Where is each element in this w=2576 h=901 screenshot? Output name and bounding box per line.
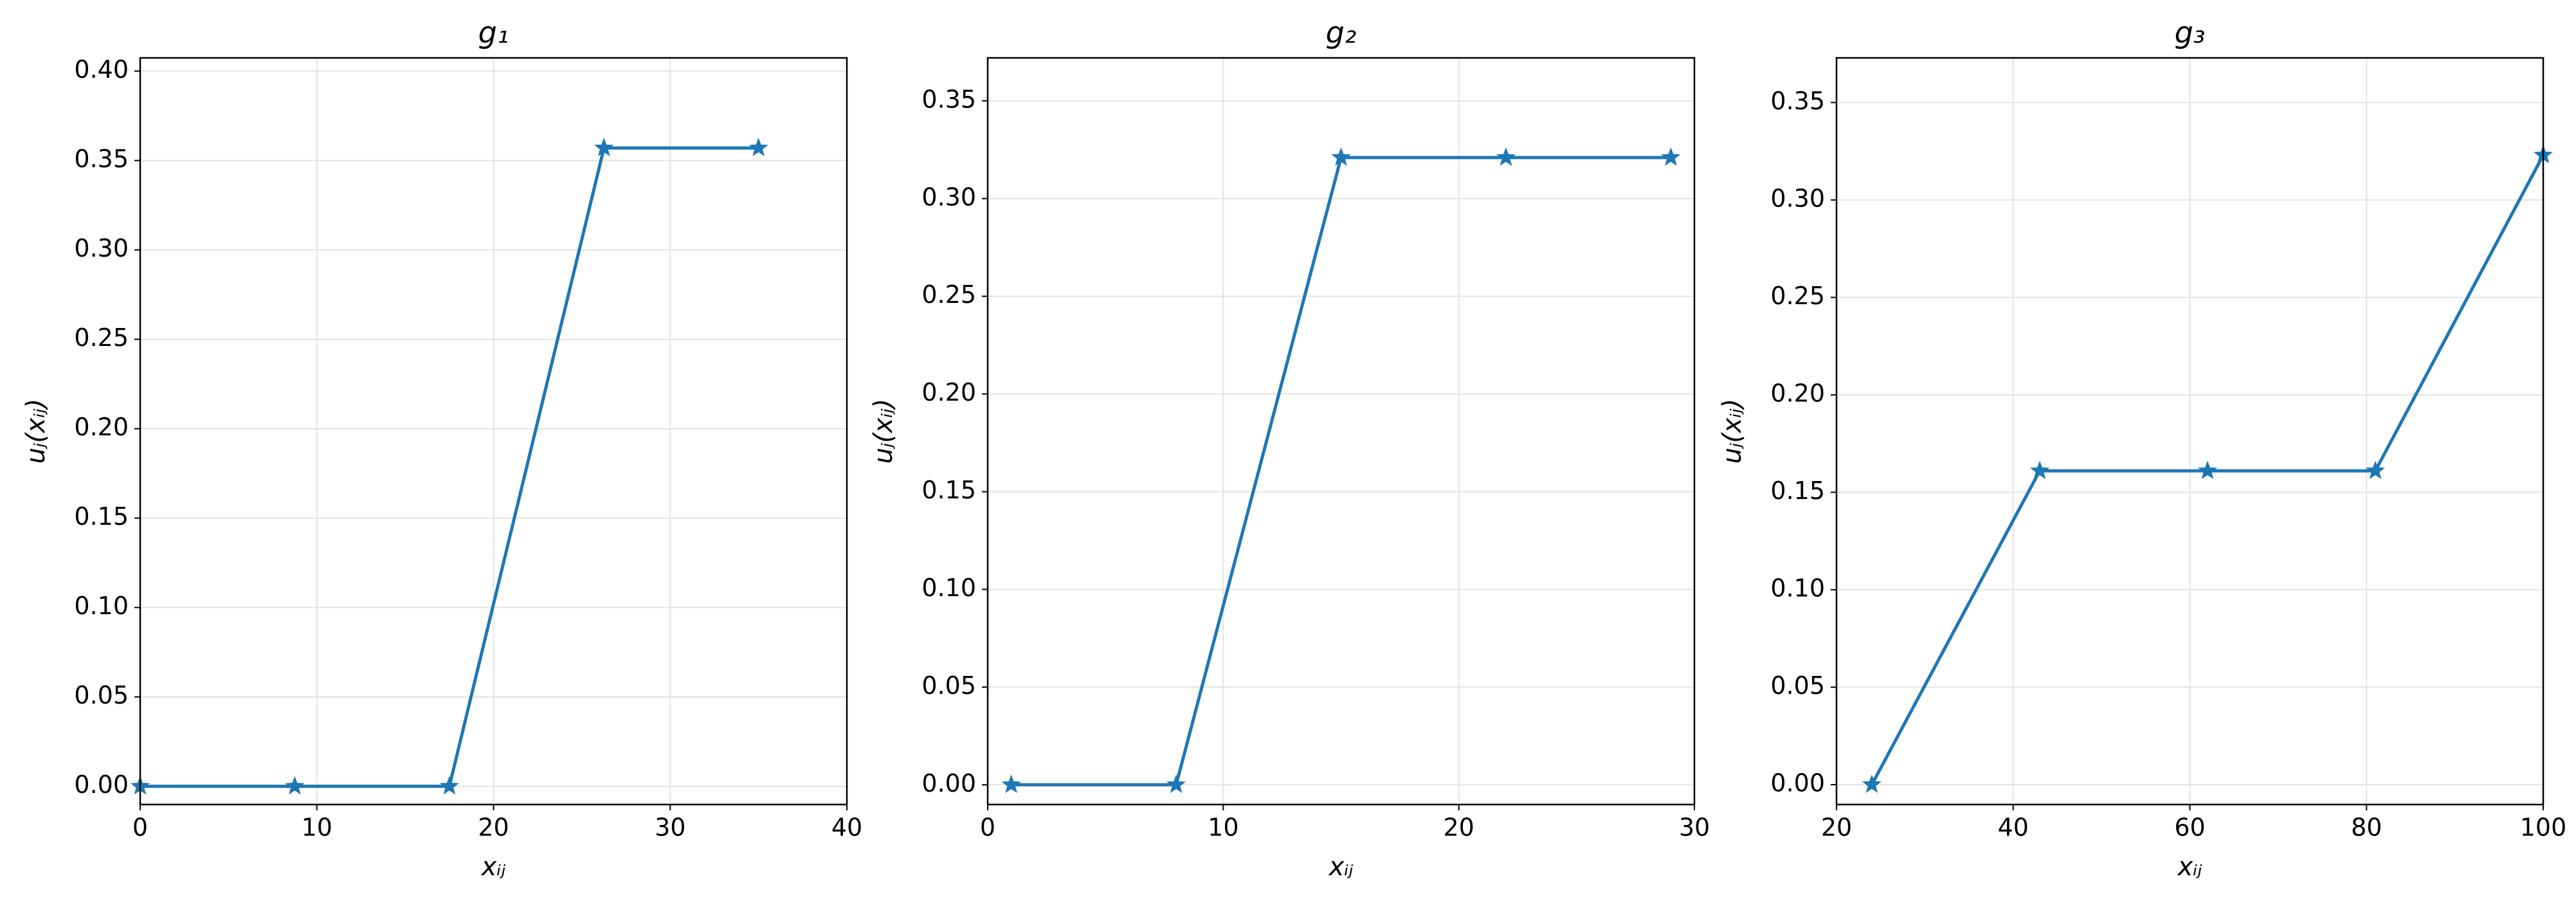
y-tick-label: 0.20 (1770, 379, 1825, 407)
y-tick-label: 0.30 (921, 183, 976, 211)
x-tick-label: 10 (302, 814, 332, 842)
x-tick-label: 0 (132, 814, 148, 842)
x-tick-label: 10 (1208, 814, 1238, 842)
y-tick-label: 0.15 (921, 476, 976, 504)
data-point (2197, 460, 2217, 480)
chart-title: g₁ (478, 15, 509, 50)
data-point (1331, 147, 1351, 166)
data-line (1011, 156, 1671, 787)
plot-frame (139, 57, 848, 806)
data-point (748, 138, 768, 156)
x-axis-label: xᵢⱼ (1328, 852, 1354, 882)
y-tick-label: 0.30 (1770, 184, 1825, 212)
x-tick-label: 30 (655, 814, 685, 842)
plot-frame (986, 57, 1696, 806)
y-axis-label: uⱼ(xᵢⱼ) (1718, 399, 1747, 464)
x-tick-label: 80 (2351, 814, 2382, 842)
x-tick-label: 30 (1679, 814, 1710, 842)
y-tick-label: 0.00 (921, 769, 976, 797)
x-tick-label: 40 (831, 814, 862, 842)
data-point (2029, 460, 2049, 480)
y-tick-label: 0.25 (74, 323, 129, 352)
data-point (1661, 147, 1681, 166)
data-point (594, 138, 614, 156)
chart-title: g₃ (2175, 15, 2206, 50)
data-point (1001, 774, 1021, 794)
y-tick-label: 0.20 (74, 413, 129, 441)
y-tick-label: 0.40 (74, 55, 129, 84)
y-tick-label: 0.10 (1770, 574, 1825, 603)
x-tick-label: 40 (1998, 814, 2029, 842)
y-tick-label: 0.05 (1770, 671, 1825, 700)
data-point (2365, 460, 2386, 480)
x-tick-label: 20 (478, 814, 509, 842)
y-tick-label: 0.35 (1770, 87, 1825, 115)
y-tick-label: 0.10 (921, 574, 976, 602)
y-tick-label: 0.30 (74, 234, 129, 262)
x-tick-label: 100 (2520, 814, 2567, 842)
data-point (1496, 147, 1516, 166)
y-tick-label: 0.35 (921, 85, 976, 113)
plot-frame (1835, 57, 2544, 806)
x-tick-label: 20 (1821, 814, 1852, 842)
y-tick-label: 0.05 (921, 671, 976, 700)
y-tick-label: 0.15 (74, 502, 129, 531)
data-point (1862, 774, 1882, 793)
data-point (439, 776, 459, 795)
x-tick-label: 0 (980, 814, 995, 842)
data-line (140, 146, 759, 788)
data-point (1166, 774, 1186, 794)
y-tick-label: 0.25 (1770, 282, 1825, 310)
x-axis-label: xᵢⱼ (2177, 852, 2202, 882)
y-tick-label: 0.00 (74, 770, 129, 799)
y-tick-label: 0.00 (1770, 769, 1825, 797)
data-point (285, 776, 305, 795)
x-axis-label: xᵢⱼ (480, 852, 506, 882)
y-tick-label: 0.20 (921, 378, 976, 406)
y-axis-label: uⱼ(xᵢⱼ) (869, 399, 898, 464)
y-tick-label: 0.35 (74, 145, 129, 173)
chart-title: g₂ (1326, 15, 1357, 50)
y-tick-label: 0.25 (921, 280, 976, 309)
y-tick-label: 0.10 (74, 592, 129, 620)
y-tick-label: 0.15 (1770, 477, 1825, 505)
y-tick-label: 0.05 (74, 681, 129, 709)
x-tick-label: 60 (2174, 814, 2205, 842)
x-tick-label: 20 (1443, 814, 1474, 842)
y-axis-label: uⱼ(xᵢⱼ) (21, 399, 51, 464)
